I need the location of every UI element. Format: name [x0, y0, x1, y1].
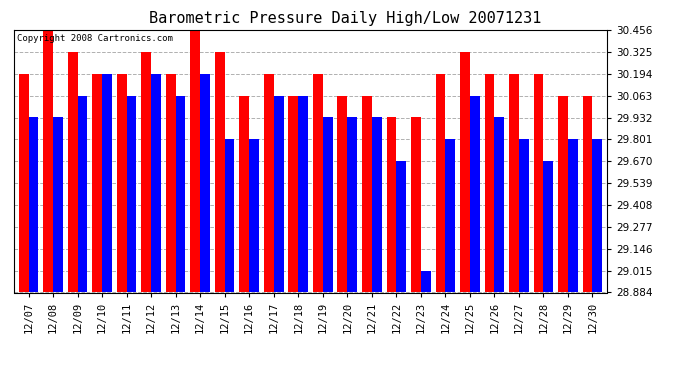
Bar [519, 140, 529, 292]
Bar [92, 74, 102, 292]
Bar [43, 30, 53, 292]
Bar [249, 140, 259, 292]
Bar [484, 74, 495, 292]
Bar [460, 52, 470, 292]
Bar [323, 117, 333, 292]
Bar [28, 117, 39, 292]
Bar [421, 271, 431, 292]
Bar [200, 74, 210, 292]
Bar [593, 140, 602, 292]
Bar [53, 117, 63, 292]
Bar [166, 74, 176, 292]
Bar [151, 74, 161, 292]
Bar [509, 74, 519, 292]
Bar [386, 117, 396, 292]
Bar [190, 30, 200, 292]
Bar [347, 117, 357, 292]
Bar [313, 74, 323, 292]
Bar [372, 117, 382, 292]
Bar [68, 52, 77, 292]
Bar [298, 96, 308, 292]
Bar [568, 140, 578, 292]
Bar [239, 96, 249, 292]
Text: Barometric Pressure Daily High/Low 20071231: Barometric Pressure Daily High/Low 20071… [149, 11, 541, 26]
Bar [141, 52, 151, 292]
Bar [264, 74, 274, 292]
Bar [126, 96, 137, 292]
Bar [176, 96, 186, 292]
Bar [288, 96, 298, 292]
Bar [102, 74, 112, 292]
Bar [19, 74, 28, 292]
Bar [396, 161, 406, 292]
Bar [435, 74, 445, 292]
Bar [274, 96, 284, 292]
Bar [337, 96, 347, 292]
Bar [225, 140, 235, 292]
Bar [445, 140, 455, 292]
Bar [582, 96, 593, 292]
Bar [544, 161, 553, 292]
Bar [558, 96, 568, 292]
Bar [411, 117, 421, 292]
Bar [77, 96, 88, 292]
Bar [495, 117, 504, 292]
Text: Copyright 2008 Cartronics.com: Copyright 2008 Cartronics.com [17, 34, 172, 43]
Bar [215, 52, 225, 292]
Bar [117, 74, 126, 292]
Bar [470, 96, 480, 292]
Bar [533, 74, 544, 292]
Bar [362, 96, 372, 292]
